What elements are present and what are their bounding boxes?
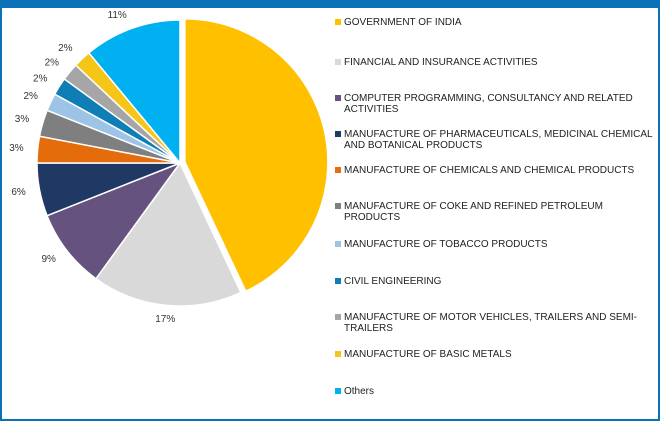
data-label: 2% bbox=[33, 74, 48, 85]
pie-slice bbox=[46, 161, 183, 280]
legend-label: GOVERNMENT OF INDIA bbox=[344, 17, 462, 28]
legend-label: MANUFACTURE OF TOBACCO PRODUCTS bbox=[344, 239, 548, 250]
data-label: 2% bbox=[45, 58, 60, 69]
legend-label: CIVIL ENGINEERING bbox=[344, 276, 442, 287]
legend-swatch bbox=[335, 131, 341, 137]
legend-label: MANUFACTURE OF BASIC METALS bbox=[344, 349, 512, 360]
legend-swatch bbox=[335, 314, 341, 320]
data-label: 11% bbox=[108, 10, 127, 21]
legend-item: MANUFACTURE OF COKE AND REFINED PETROLEU… bbox=[335, 201, 655, 223]
header-bar bbox=[2, 0, 658, 8]
legend-swatch bbox=[335, 351, 341, 357]
legend-item: Others bbox=[335, 386, 655, 397]
legend-swatch bbox=[335, 95, 341, 101]
legend-swatch bbox=[335, 241, 341, 247]
legend-item: MANUFACTURE OF MOTOR VEHICLES, TRAILERS … bbox=[335, 312, 655, 334]
legend-item: MANUFACTURE OF BASIC METALS bbox=[335, 349, 655, 360]
data-label: 3% bbox=[15, 114, 30, 125]
legend-item: FINANCIAL AND INSURANCE ACTIVITIES bbox=[335, 57, 655, 68]
legend-label: MANUFACTURE OF PHARMACEUTICALS, MEDICINA… bbox=[344, 129, 653, 151]
pie-area: 43%17%9%6%3%3%2%2%2%2%11% bbox=[9, 10, 329, 325]
legend-item: GOVERNMENT OF INDIA bbox=[335, 17, 655, 28]
legend-item: MANUFACTURE OF TOBACCO PRODUCTS bbox=[335, 239, 655, 250]
legend-label: FINANCIAL AND INSURANCE ACTIVITIES bbox=[344, 57, 538, 68]
data-label: 3% bbox=[9, 143, 24, 154]
pie-slice bbox=[94, 161, 242, 307]
legend-item: MANUFACTURE OF CHEMICALS AND CHEMICAL PR… bbox=[335, 165, 655, 176]
data-label: 2% bbox=[58, 43, 73, 54]
legend-swatch bbox=[335, 167, 341, 173]
legend-label: MANUFACTURE OF CHEMICALS AND CHEMICAL PR… bbox=[344, 165, 635, 176]
legend-label: MANUFACTURE OF COKE AND REFINED PETROLEU… bbox=[344, 201, 603, 223]
data-label: 6% bbox=[11, 187, 26, 198]
legend-label: MANUFACTURE OF MOTOR VEHICLES, TRAILERS … bbox=[344, 312, 638, 334]
data-label: 17% bbox=[155, 314, 175, 325]
legend-swatch bbox=[335, 59, 341, 65]
legend-swatch bbox=[335, 388, 341, 394]
legend-label: Others bbox=[344, 386, 375, 397]
data-label: 9% bbox=[41, 254, 56, 265]
legend-swatch bbox=[335, 278, 341, 284]
legend-item: CIVIL ENGINEERING bbox=[335, 276, 655, 287]
legend-item: MANUFACTURE OF PHARMACEUTICALS, MEDICINA… bbox=[335, 129, 655, 151]
legend-swatch bbox=[335, 203, 341, 209]
pie-slice bbox=[87, 19, 181, 166]
legend-item: COMPUTER PROGRAMMING, CONSULTANCY AND RE… bbox=[335, 93, 655, 115]
data-label: 2% bbox=[23, 91, 38, 102]
legend-swatch bbox=[335, 19, 341, 25]
legend-label: COMPUTER PROGRAMMING, CONSULTANCY AND RE… bbox=[344, 93, 633, 115]
pie-slice bbox=[184, 18, 329, 293]
